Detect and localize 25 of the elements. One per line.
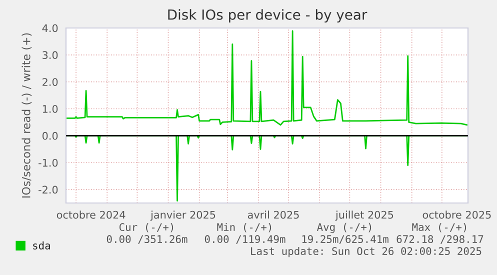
chart-title: Disk IOs per device - by year — [168, 9, 368, 23]
text: Max (-/+) — [412, 223, 466, 232]
text: 0.00 /119.49m — [204, 235, 286, 244]
y-tick-label: -1.0 — [38, 158, 58, 167]
text: 19.25m/625.41m — [302, 235, 388, 244]
text: 0.00 /351.26m — [106, 235, 188, 244]
x-tick-label: avril 2025 — [248, 210, 299, 219]
text: Avg (-/+) — [316, 222, 372, 234]
line-series — [66, 30, 468, 126]
text: Cur (-/+) — [119, 223, 174, 232]
text: Min (-/+) — [217, 222, 272, 232]
y-tick-label: -2.0 — [38, 186, 58, 194]
legend-label: sda — [33, 241, 50, 250]
y-tick-label: 2.0 — [42, 78, 58, 86]
x-tick-label: juillet 2025 — [335, 210, 394, 221]
y-tick-label: 1.0 — [42, 104, 58, 113]
text: 672.18 /298.17 — [396, 235, 484, 244]
y-tick-label: 0.0 — [42, 132, 58, 140]
y-tick-label: 3.0 — [42, 51, 58, 60]
x-tick-label: janvier 2025 — [150, 210, 216, 221]
x-tick-label: octobre 2025 — [422, 210, 491, 219]
y-tick-label: 4.0 — [42, 24, 58, 32]
y-axis-title: IOs/second read (-) / write (+) — [22, 33, 32, 198]
x-tick-label: octobre 2024 — [56, 210, 126, 219]
text: Last update: Sun Oct 26 02:00:25 2025 — [251, 246, 482, 258]
